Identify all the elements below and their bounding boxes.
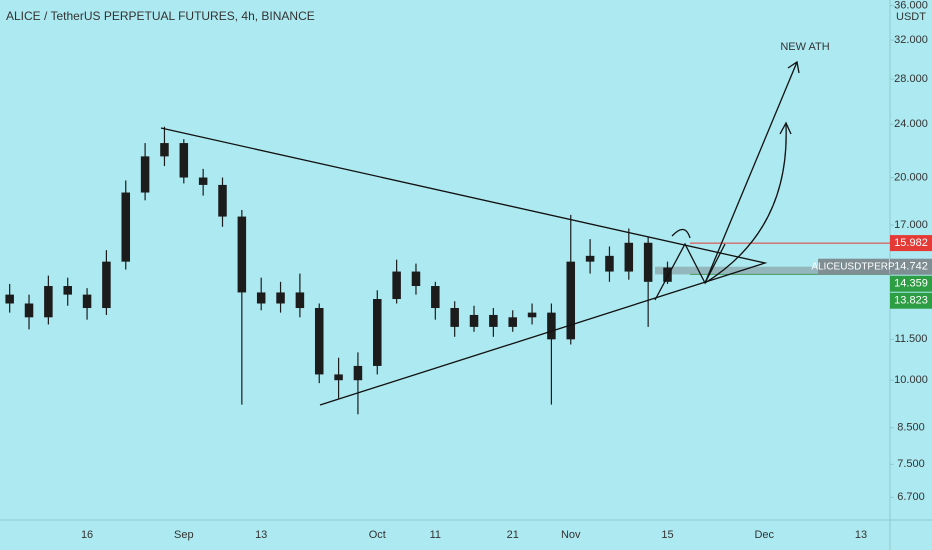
y-tick-label: 20.000 <box>894 171 928 183</box>
x-tick-label: 15 <box>661 529 673 541</box>
curve-arrow <box>704 124 787 284</box>
candle-body <box>160 143 169 157</box>
y-tick-label: 7.500 <box>897 458 925 470</box>
candle-body <box>392 271 401 300</box>
price-label-box <box>890 292 932 309</box>
candle-body <box>63 286 72 295</box>
price-label-box <box>890 258 932 275</box>
price-label: 15.982 <box>894 237 928 249</box>
arrow-head <box>787 60 800 74</box>
y-tick-label: 6.700 <box>897 491 925 503</box>
candle-body <box>431 286 440 309</box>
symbol-label: ALICEUSDTPERP <box>811 261 895 272</box>
y-unit: USDT <box>896 11 926 23</box>
x-tick-label: 13 <box>855 529 867 541</box>
candle-body <box>314 308 324 375</box>
candle-body <box>179 143 189 178</box>
x-tick-label: Oct <box>369 529 386 541</box>
y-tick-label: 24.000 <box>894 118 928 130</box>
x-tick-label: Sep <box>174 529 194 541</box>
candle-body <box>276 292 285 304</box>
candle-body <box>44 286 53 318</box>
candle-body <box>450 308 459 327</box>
candle-body <box>334 374 343 381</box>
arrow-line <box>704 61 798 284</box>
candle-body <box>5 294 14 304</box>
candle-body <box>547 312 556 340</box>
candle-body <box>469 314 479 327</box>
price-zone <box>655 266 890 275</box>
price-label: 14.742 <box>894 261 928 273</box>
x-tick-label: 21 <box>507 529 519 541</box>
candle-body <box>527 312 537 318</box>
symbol-label-box <box>818 258 889 275</box>
y-tick-label: 10.000 <box>894 374 928 386</box>
zigzag <box>654 242 726 301</box>
price-label: 14.359 <box>894 278 928 290</box>
candle-body <box>643 242 653 282</box>
candle-body <box>102 261 111 309</box>
y-tick-label: 28.000 <box>894 73 928 85</box>
arrow-head <box>779 121 792 135</box>
x-tick-label: 13 <box>255 529 267 541</box>
x-tick-label: 11 <box>430 529 441 541</box>
candle-body <box>489 314 498 327</box>
candle-body <box>24 303 34 318</box>
x-tick-label: Nov <box>561 529 581 541</box>
candle-body <box>585 255 595 262</box>
candle-body <box>237 216 247 293</box>
drawings <box>160 60 800 406</box>
y-tick-label: 36.000 <box>894 0 928 12</box>
small-arrow <box>671 228 691 239</box>
candle-body <box>353 365 363 381</box>
y-tick-label: 8.500 <box>897 422 925 434</box>
candle-body <box>373 299 382 366</box>
triangle <box>160 127 768 406</box>
candle-body <box>140 156 150 193</box>
x-tick-label: 16 <box>81 529 93 541</box>
y-tick-label: 32.000 <box>894 34 928 46</box>
price-label: 13.823 <box>894 295 928 307</box>
chart-title: ALICE / TetherUS PERPETUAL FUTURES, 4h, … <box>6 9 315 23</box>
candle-body <box>121 192 131 262</box>
x-tick-label: Dec <box>754 529 774 541</box>
y-tick-label: 11.500 <box>895 333 928 345</box>
candle-body <box>663 267 672 282</box>
candle-body <box>218 184 227 217</box>
candle-body <box>82 294 92 309</box>
candle-body <box>295 292 305 309</box>
candle-body <box>411 271 421 287</box>
candle-body <box>508 317 517 327</box>
candle-body <box>605 255 614 272</box>
annotation: NEW ATH <box>780 41 829 53</box>
candle-body <box>198 177 208 185</box>
price-label-box <box>890 275 932 292</box>
y-tick-label: 17.000 <box>894 219 928 231</box>
candle-body <box>256 292 266 304</box>
candle-body <box>624 242 634 272</box>
candle-body <box>566 261 576 340</box>
price-label-box <box>890 235 932 252</box>
